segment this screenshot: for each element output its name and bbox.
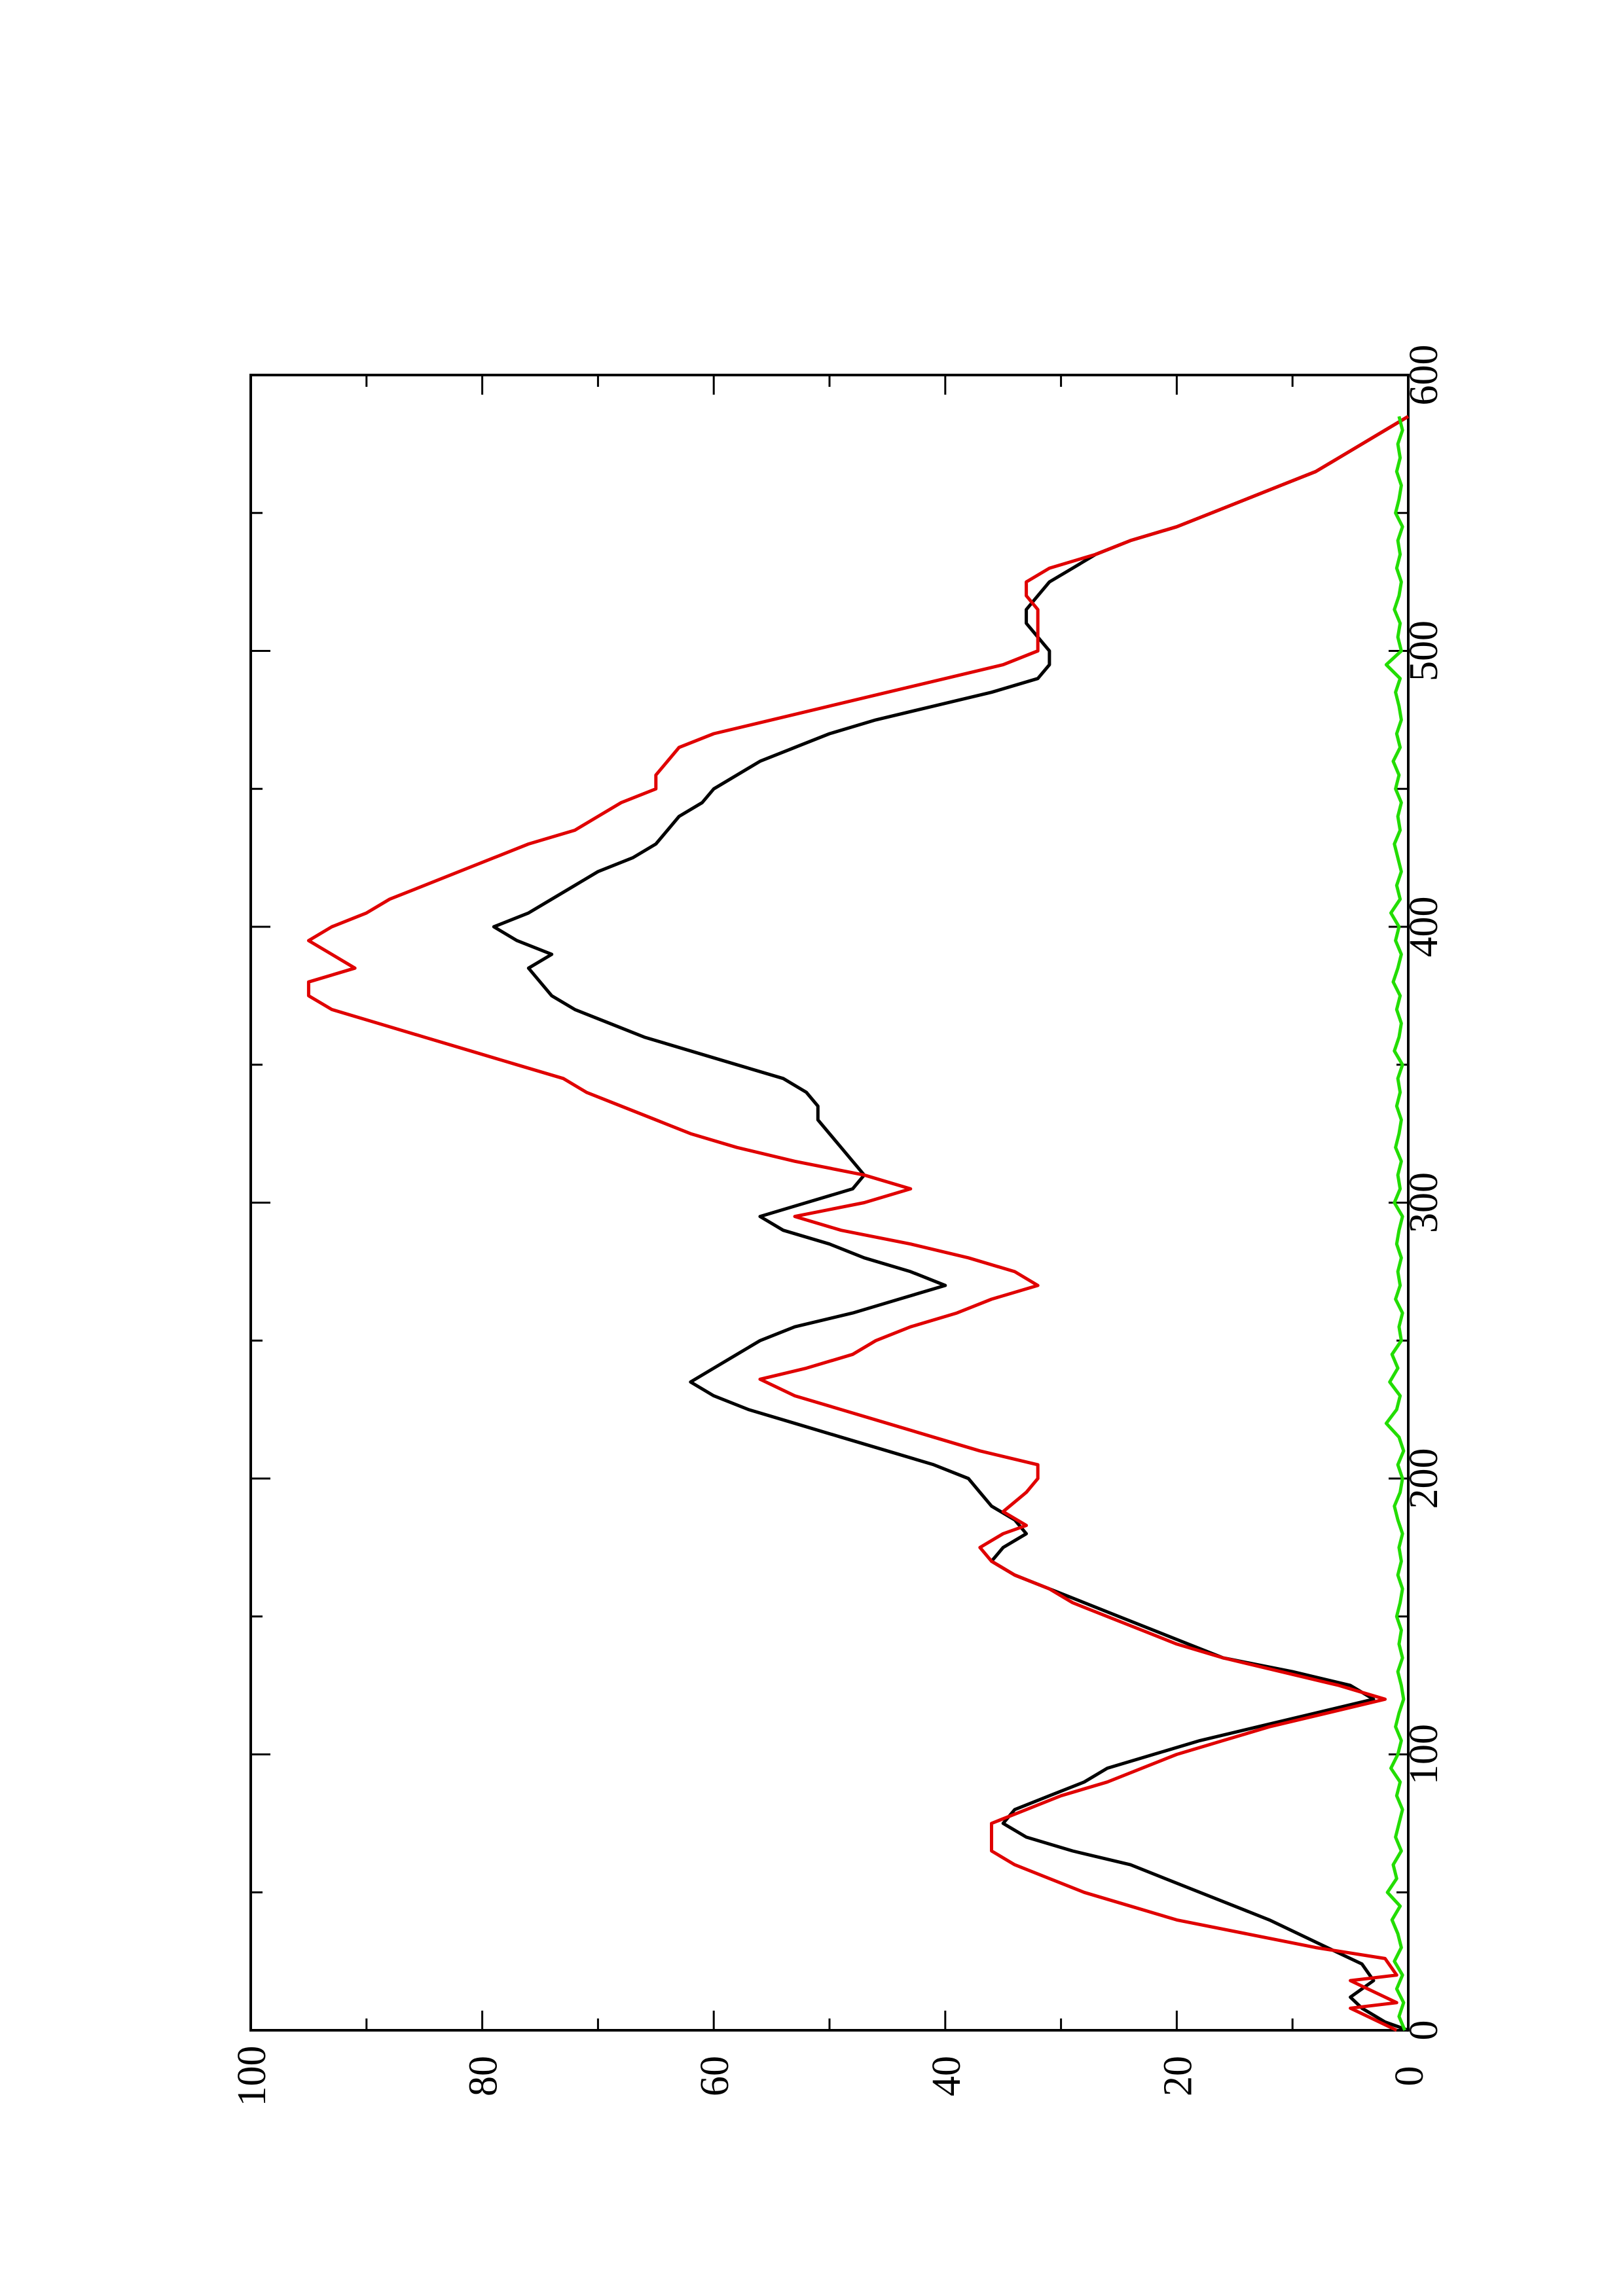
- y-tick-label: 100: [230, 2046, 274, 2107]
- y-tick-label: 80: [462, 2056, 506, 2096]
- y-tick-label: 0: [1387, 2066, 1432, 2087]
- tick-labels: 0 100 200 300 400 500 600 0 20 40 60 80 100: [230, 345, 1446, 2107]
- x-tick-label: 0: [1402, 2020, 1446, 2041]
- y-tick-label: 20: [1156, 2056, 1200, 2096]
- y-tick-label: 40: [924, 2056, 969, 2096]
- series-line-3: [1384, 416, 1407, 2031]
- axis-ticks: [249, 374, 1410, 2032]
- x-tick-label: 500: [1402, 620, 1446, 681]
- x-tick-label: 300: [1402, 1172, 1446, 1233]
- y-tick-label: 60: [693, 2056, 737, 2096]
- series-line-2: [306, 415, 1410, 2032]
- series-layer: [306, 415, 1410, 2032]
- x-tick-label: 100: [1402, 1724, 1446, 1785]
- x-tick-label: 600: [1402, 345, 1446, 406]
- plot-frame: [249, 374, 1410, 2032]
- x-tick-label: 400: [1402, 897, 1446, 958]
- series-line-1: [492, 415, 1410, 2032]
- x-tick-label: 200: [1402, 1448, 1446, 1509]
